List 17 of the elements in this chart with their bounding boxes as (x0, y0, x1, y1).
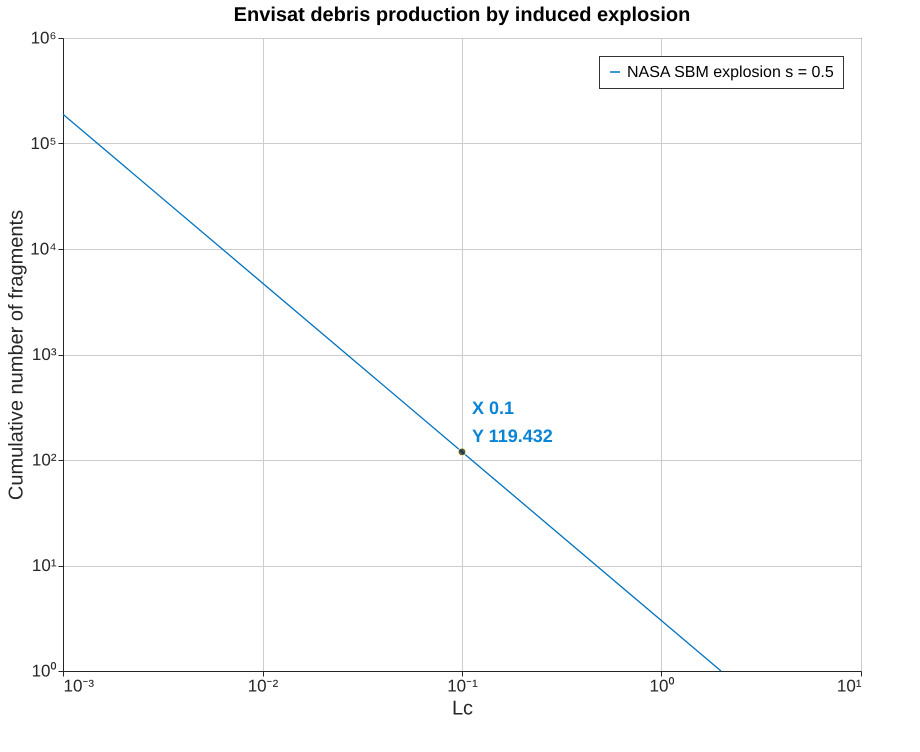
chart-title: Envisat debris production by induced explosion (234, 4, 690, 26)
x-tick-label: 10⁰ (650, 676, 674, 696)
annotation: X 0.1 Y 119.432 (472, 398, 553, 446)
y-tick-label: 10² (32, 450, 57, 470)
y-tick-label: 10³ (32, 345, 57, 364)
legend-label: NASA SBM explosion s = 0.5 (627, 64, 834, 81)
y-tick-label: 10¹ (32, 556, 57, 575)
x-tick-label: 10⁻² (248, 676, 279, 696)
x-axis-title: Lc (452, 698, 474, 720)
y-tick-label: 10⁰ (32, 662, 56, 680)
x-tick-label: 10¹ (836, 676, 862, 696)
y-tick-label: 10⁶ (30, 28, 56, 48)
y-axis-title: Cumulative number of fragments (5, 210, 28, 500)
y-tick-label: 10⁴ (30, 240, 56, 258)
x-tick-label: 10⁻³ (64, 676, 94, 696)
y-tick-label: 10⁵ (30, 134, 56, 153)
x-tick-label: 10⁻¹ (447, 676, 478, 696)
